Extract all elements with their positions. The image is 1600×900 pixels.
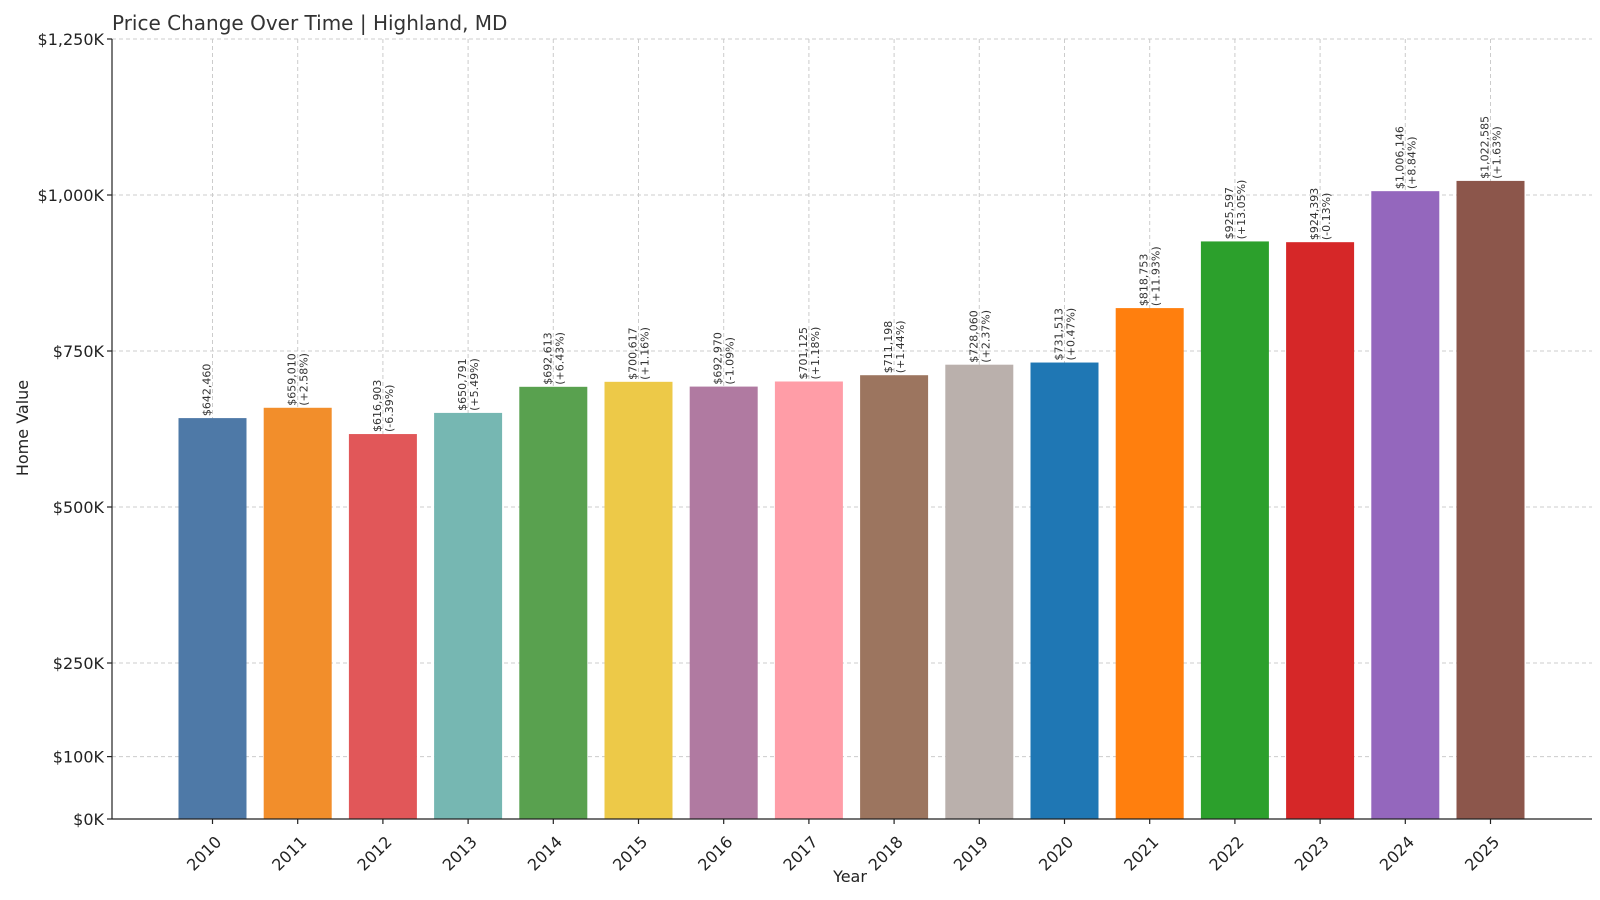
bar-label-2020: $731,513 (+0.47%) [1053, 308, 1078, 361]
bar-label-2016: $692,970 (-1.09%) [712, 332, 737, 385]
bar-2025 [1456, 180, 1525, 819]
x-tick-label: 2023 [1291, 832, 1333, 874]
x-tick-label: 2022 [1205, 832, 1247, 874]
x-tick-label: 2017 [779, 832, 821, 874]
bar-2012 [348, 434, 417, 819]
bar-value-label: $642,460 [201, 364, 214, 417]
x-tick-label: 2011 [268, 832, 310, 874]
bar-change-label: (-1.09%) [724, 337, 737, 385]
bar-label-2013: $650,791 (+5.49%) [456, 358, 481, 411]
x-tick-label: 2025 [1461, 832, 1503, 874]
x-tick-label: 2013 [439, 832, 481, 874]
bar-label-2024: $1,006,146 (+8.84%) [1393, 126, 1418, 189]
bar-change-label: (+1.63%) [1491, 126, 1504, 179]
y-tick-label: $0K [73, 810, 104, 829]
bar-2018 [860, 375, 929, 819]
bar-value-label: $659,010 [286, 353, 299, 406]
bar-value-label: $616,903 [371, 380, 384, 433]
bar-2011 [263, 407, 332, 819]
bar-change-label: (+0.47%) [1065, 308, 1078, 361]
bar-2015 [604, 381, 673, 819]
axes [107, 38, 1592, 824]
bar-value-labels: $642,460 $659,010 (+2.58%) $616,903 (-6.39%)… [201, 116, 1504, 432]
bar-value-label: $818,753 [1138, 254, 1151, 307]
bar-2023 [1286, 242, 1355, 819]
bar-label-2015: $700,617 (+1.16%) [627, 327, 652, 380]
y-tick-label: $1,000K [38, 186, 105, 205]
x-tick-label: 2010 [183, 832, 225, 874]
grid-lines [112, 38, 1592, 819]
bars [178, 180, 1525, 819]
bar-value-label: $692,613 [541, 332, 554, 385]
bar-label-2018: $711,198 (+1.44%) [882, 320, 907, 373]
bar-change-label: (+1.16%) [639, 327, 652, 380]
bar-value-label: $925,597 [1223, 187, 1236, 240]
bar-2019 [945, 364, 1014, 819]
bar-2021 [1115, 308, 1184, 819]
bar-label-2019: $728,060 (+2.37%) [967, 310, 992, 363]
y-tick-label: $250K [53, 654, 105, 673]
bar-2020 [1030, 362, 1099, 819]
y-tick-labels: $0K $100K $250K $500K $750K $1,000K $1,250K [38, 30, 105, 829]
bar-value-label: $1,006,146 [1393, 126, 1406, 189]
bar-label-2017: $701,125 (+1.18%) [797, 327, 822, 380]
bar-2024 [1371, 191, 1440, 819]
bar-value-label: $924,393 [1308, 188, 1321, 241]
bar-change-label: (+1.18%) [809, 327, 822, 380]
bar-2014 [519, 386, 588, 819]
x-tick-label: 2016 [694, 832, 736, 874]
bar-label-2021: $818,753 (+11.93%) [1138, 246, 1163, 306]
bar-change-label: (+6.43%) [553, 332, 566, 385]
bar-2010 [178, 418, 247, 819]
bar-label-2023: $924,393 (-0.13%) [1308, 188, 1333, 241]
bar-label-2014: $692,613 (+6.43%) [541, 332, 566, 385]
bar-change-label: (+1.44%) [894, 320, 907, 373]
x-tick-label: 2024 [1376, 832, 1418, 874]
x-tick-label: 2020 [1035, 832, 1077, 874]
bar-2013 [434, 412, 503, 819]
bar-label-2025: $1,022,585 (+1.63%) [1479, 116, 1504, 179]
bar-value-label: $650,791 [456, 358, 469, 411]
x-tick-label: 2018 [865, 832, 907, 874]
y-tick-label: $1,250K [38, 30, 105, 49]
x-tick-label: 2012 [353, 832, 395, 874]
bar-2017 [774, 381, 843, 819]
bar-change-label: (+8.84%) [1405, 136, 1418, 189]
y-tick-label: $500K [53, 498, 105, 517]
bar-value-label: $731,513 [1053, 308, 1066, 361]
bar-2022 [1200, 241, 1269, 819]
bar-value-label: $692,970 [712, 332, 725, 385]
bar-change-label: (+2.37%) [979, 310, 992, 363]
x-tick-label: 2014 [524, 832, 566, 874]
x-tick-label: 2015 [609, 832, 651, 874]
bar-change-label: (-6.39%) [383, 385, 396, 433]
bar-label-2012: $616,903 (-6.39%) [371, 380, 396, 433]
bar-label-2011: $659,010 (+2.58%) [286, 353, 311, 406]
bar-value-label: $728,060 [967, 310, 980, 363]
bar-label-2010: $642,460 [201, 364, 214, 417]
bar-value-label: $701,125 [797, 327, 810, 380]
chart-title: Price Change Over Time | Highland, MD [112, 11, 507, 35]
y-tick-label: $100K [53, 748, 105, 767]
x-tick-label: 2019 [950, 832, 992, 874]
bar-2016 [689, 386, 758, 819]
x-axis-label: Year [832, 867, 867, 886]
bar-label-2022: $925,597 (+13.05%) [1223, 180, 1248, 240]
bar-change-label: (+2.58%) [298, 353, 311, 406]
bar-value-label: $1,022,585 [1479, 116, 1492, 179]
bar-value-label: $711,198 [882, 321, 895, 374]
x-tick-label: 2021 [1120, 832, 1162, 874]
y-tick-label: $750K [53, 342, 105, 361]
bar-change-label: (+13.05%) [1235, 180, 1248, 240]
y-axis-label: Home Value [13, 380, 32, 476]
bar-value-label: $700,617 [627, 327, 640, 380]
bar-change-label: (+5.49%) [468, 358, 481, 411]
bar-change-label: (-0.13%) [1320, 193, 1333, 241]
bar-change-label: (+11.93%) [1150, 246, 1163, 306]
